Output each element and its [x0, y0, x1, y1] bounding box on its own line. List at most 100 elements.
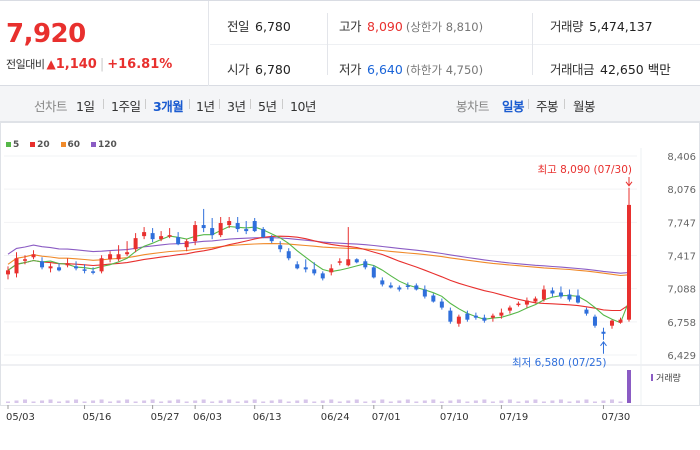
- stat-low-value: 6,640: [367, 62, 403, 77]
- candle: [312, 262, 317, 276]
- volume-bar: [354, 399, 359, 403]
- stats-row-divider: [210, 44, 700, 45]
- tab-3year[interactable]: 3년: [227, 99, 246, 114]
- volume-bar: [91, 400, 96, 403]
- volume-bar: [295, 400, 300, 403]
- candle-body: [618, 319, 623, 323]
- tab-3month[interactable]: 3개월: [153, 99, 184, 114]
- candle-body: [456, 316, 461, 324]
- volume-bar: [286, 401, 291, 403]
- tab-1week[interactable]: 1주일: [111, 99, 141, 114]
- tab-daily[interactable]: 일봉: [502, 99, 525, 114]
- volume-bar: [567, 401, 572, 403]
- volume-bar: [397, 400, 402, 403]
- candle-body: [244, 229, 249, 232]
- stat-volume-label: 거래량: [550, 19, 584, 34]
- x-tick-label: 05/27: [151, 412, 180, 423]
- tab-5year[interactable]: 5년: [258, 99, 277, 114]
- candle-body: [465, 313, 470, 320]
- candle: [516, 301, 521, 307]
- high-arrow-icon: [625, 177, 633, 187]
- candle-body: [14, 258, 19, 274]
- volume-bar: [609, 399, 614, 403]
- candle: [541, 285, 546, 302]
- candle: [405, 282, 410, 290]
- stat-high-value: 8,090: [367, 19, 403, 34]
- candle-body: [448, 310, 453, 322]
- stat-amount-value: 42,650 백만: [600, 62, 671, 77]
- candle: [609, 319, 614, 329]
- candle: [278, 241, 283, 253]
- volume-bar: [329, 399, 334, 403]
- candle-body: [23, 259, 28, 261]
- candle-body: [363, 261, 368, 268]
- candle-body: [31, 254, 36, 258]
- candle: [567, 289, 572, 302]
- candle-body: [380, 280, 385, 285]
- volume-bar: [74, 399, 79, 403]
- volume-bar: [312, 401, 317, 403]
- tab-weekly[interactable]: 주봉: [536, 99, 559, 114]
- candle: [235, 216, 240, 233]
- price-change: 전일대비 ▲1,140 | +16.81%: [6, 56, 172, 72]
- volume-bar: [601, 400, 606, 403]
- legend-ma20: 20: [30, 140, 50, 150]
- volume-bar: [558, 399, 563, 403]
- stat-high: 고가 8,090 (상한가 8,810): [339, 16, 483, 35]
- candle-body: [286, 251, 291, 259]
- volume-bar: [448, 400, 453, 403]
- tab-1year[interactable]: 1년: [196, 99, 215, 114]
- volume-bar: [337, 401, 342, 403]
- volume-bar: [31, 401, 36, 403]
- volume-bar: [244, 400, 249, 403]
- stats-col-divider: [532, 13, 533, 75]
- chart-period-tabs: 선차트 1일 1주일 3개월 1년 3년 5년 10년 봉차트 일봉 주봉 월봉: [0, 86, 700, 122]
- x-tick-label: 05/16: [83, 412, 112, 423]
- candle-body: [371, 267, 376, 278]
- candlestick-chart-svg[interactable]: 8,406 8,076 7,747 7,417 7,088 6,758 6,429 05/03…: [0, 122, 700, 450]
- volume-bar: [380, 399, 385, 403]
- candle: [295, 261, 300, 270]
- stat-prev-close: 전일 6,780: [227, 16, 291, 35]
- tab-monthly[interactable]: 월봉: [573, 99, 596, 114]
- volume-bar: [516, 401, 521, 403]
- volume-bar: [48, 399, 53, 403]
- candle-body: [176, 237, 181, 245]
- candle: [57, 263, 62, 272]
- stat-volume-value: 5,474,137: [589, 19, 653, 34]
- candle-body: [201, 225, 206, 229]
- candle: [286, 248, 291, 261]
- volume-bar: [456, 399, 461, 403]
- candle-body: [405, 285, 410, 287]
- volume-bar: [575, 400, 580, 403]
- candle: [414, 283, 419, 291]
- candle-body: [295, 264, 300, 269]
- candle-body: [320, 273, 325, 279]
- change-separator: |: [99, 57, 105, 72]
- tab-1day[interactable]: 1일: [76, 99, 95, 114]
- candle: [303, 259, 308, 273]
- candle: [337, 258, 342, 266]
- candle: [116, 245, 121, 262]
- candle-body: [193, 225, 198, 242]
- y-tick-label: 6,429: [667, 351, 696, 362]
- candle-body: [329, 268, 334, 273]
- candle: [125, 241, 130, 257]
- tab-divider: [528, 99, 529, 109]
- legend-ma20-swatch: [30, 142, 36, 147]
- tab-10year[interactable]: 10년: [290, 99, 316, 114]
- x-tick-label: 05/03: [6, 412, 35, 423]
- change-label: 전일대비: [6, 58, 45, 71]
- volume-bar: [57, 401, 62, 403]
- volume-bar: [252, 399, 257, 403]
- volume-bar: [346, 400, 351, 403]
- candle-body: [40, 261, 45, 268]
- candle-body: [584, 309, 589, 314]
- volume-bar: [320, 400, 325, 403]
- candle-body: [218, 223, 223, 236]
- candle-body: [82, 269, 87, 271]
- volume-bar: [422, 400, 427, 403]
- legend-ma20-label: 20: [37, 140, 50, 150]
- candle: [584, 307, 589, 316]
- candle: [261, 227, 266, 239]
